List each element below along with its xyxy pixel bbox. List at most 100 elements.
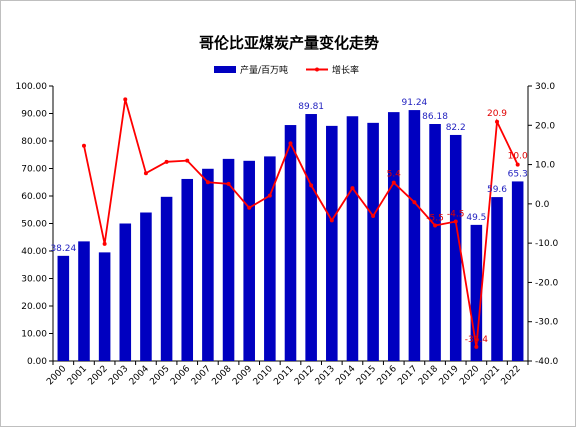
bar-data-label: 65.3	[508, 169, 528, 179]
bar	[326, 125, 338, 361]
left-tick-label: 50.00	[21, 220, 47, 230]
left-tick-label: 100.00	[16, 82, 48, 92]
bar	[511, 181, 524, 361]
x-tick-label: 2000	[45, 364, 68, 387]
growth-point	[226, 181, 231, 186]
left-axis: 0.00 10.00 20.00 30.00 40.00 50.00 60.00 70.00 8…	[16, 82, 54, 367]
x-tick-label: 2019	[438, 364, 461, 387]
line-data-label: 10.0	[508, 152, 528, 162]
legend-line-marker	[315, 67, 319, 72]
bar	[408, 110, 421, 361]
right-tick-label: 0.0	[535, 200, 550, 210]
left-tick-label: 60.00	[21, 192, 47, 202]
left-tick-label: 20.00	[21, 302, 47, 312]
bar	[222, 158, 235, 361]
left-tick-label: 40.00	[21, 247, 47, 257]
left-tick-label: 30.00	[21, 275, 47, 285]
growth-point	[123, 97, 128, 102]
growth-line	[83, 99, 519, 348]
growth-point	[474, 344, 479, 349]
x-tick-label: 2013	[314, 364, 337, 387]
growth-point	[185, 158, 190, 163]
left-tick-label: 10.00	[21, 330, 47, 340]
bar	[284, 125, 297, 361]
bar	[119, 223, 132, 361]
bar	[57, 255, 70, 361]
bar	[181, 178, 194, 361]
x-tick-label: 2018	[417, 364, 440, 387]
bar-data-label: 38.24	[50, 244, 76, 254]
growth-point	[371, 214, 376, 219]
bar	[470, 224, 483, 361]
bar-data-label: 86.18	[422, 112, 448, 122]
right-tick-label: -40.0	[535, 357, 559, 367]
x-tick-label: 2006	[169, 364, 192, 387]
right-tick-label: -20.0	[535, 278, 559, 288]
x-tick-label: 2010	[252, 364, 275, 387]
x-tick-label: 2002	[86, 364, 109, 387]
growth-point	[453, 219, 458, 224]
bar	[78, 241, 90, 361]
bar	[429, 124, 441, 361]
x-tick-label: 2021	[479, 364, 502, 387]
right-tick-label: 10.0	[535, 161, 555, 171]
line-data-label: -4.5	[447, 210, 465, 220]
x-tick-label: 2001	[66, 364, 89, 387]
x-tick-label: 2003	[107, 364, 130, 387]
x-axis: 2000200120022003200420052006200720082009…	[45, 360, 529, 387]
growth-point	[164, 159, 169, 164]
bar	[367, 122, 379, 361]
bar	[202, 168, 214, 361]
growth-point	[495, 119, 500, 124]
bar	[387, 112, 400, 361]
x-tick-label: 2015	[355, 364, 378, 387]
bar	[491, 197, 503, 361]
growth-point	[81, 143, 86, 148]
bar	[98, 252, 111, 361]
growth-point	[412, 200, 417, 205]
line-series	[81, 97, 520, 349]
bar	[160, 196, 173, 361]
bar-data-label: 49.5	[466, 213, 486, 223]
bar-data-label: 59.6	[487, 185, 507, 195]
chart-title: 哥伦比亚煤炭产量变化走势	[199, 34, 379, 52]
bar-data-label: 91.24	[402, 98, 428, 108]
right-tick-label: -10.0	[535, 239, 559, 249]
legend-bar-label: 产量/百万吨	[240, 64, 288, 76]
x-tick-label: 2011	[272, 364, 295, 387]
right-axis: -40.0 -30.0 -20.0 -10.0 0.0 10.0 20.0 30.0	[527, 82, 559, 367]
growth-point	[143, 171, 148, 176]
bar	[346, 116, 359, 361]
growth-point	[329, 218, 334, 223]
growth-point	[515, 162, 520, 167]
x-tick-label: 2009	[231, 364, 254, 387]
left-tick-label: 0.00	[27, 357, 47, 367]
growth-point	[247, 205, 252, 210]
x-tick-label: 2012	[293, 364, 316, 387]
growth-point	[309, 183, 314, 188]
growth-point	[102, 241, 107, 246]
x-tick-label: 2008	[210, 364, 233, 387]
growth-point	[267, 193, 272, 198]
x-tick-label: 2022	[500, 364, 523, 387]
line-data-label: -5.5	[426, 213, 444, 223]
bar-data-label: 82.2	[446, 123, 466, 133]
legend-bar-swatch	[214, 66, 236, 73]
bar	[140, 212, 152, 361]
left-tick-label: 90.00	[21, 110, 47, 120]
left-tick-label: 80.00	[21, 137, 47, 147]
growth-point	[288, 141, 293, 146]
line-data-label: 20.9	[487, 109, 507, 119]
growth-point	[350, 186, 355, 191]
x-tick-label: 2020	[458, 364, 481, 387]
left-tick-label: 70.00	[21, 165, 47, 175]
legend: 产量/百万吨 增长率	[214, 64, 359, 76]
x-tick-label: 2017	[396, 364, 419, 387]
growth-point	[433, 223, 438, 228]
bar	[305, 114, 317, 362]
x-tick-label: 2016	[376, 364, 399, 387]
right-tick-label: 30.0	[535, 82, 555, 92]
